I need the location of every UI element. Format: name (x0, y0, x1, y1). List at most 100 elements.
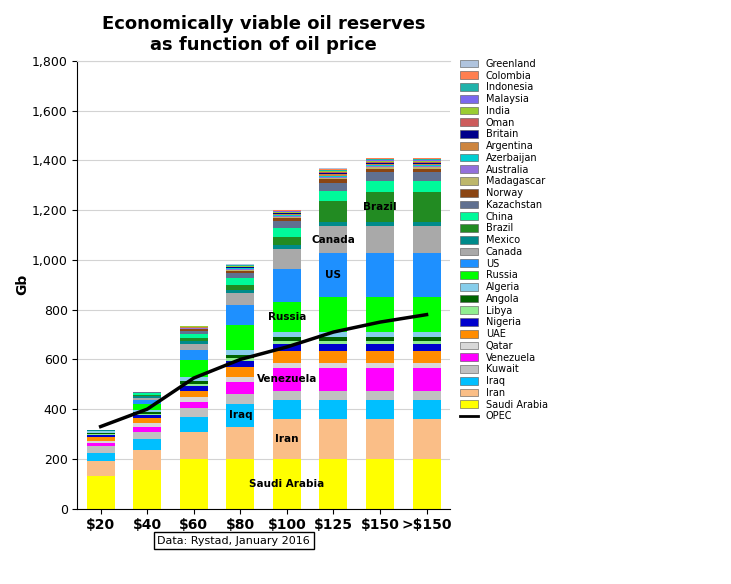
Bar (87, 433, 115, 434)
Bar (366, 391, 394, 401)
Text: Data: Rystad, January 2016: Data: Rystad, January 2016 (157, 536, 310, 545)
Bar (366, 459, 394, 509)
Bar (412, 337, 441, 340)
Bar (180, 416, 208, 432)
Bar (87, 437, 115, 440)
Bar (366, 165, 394, 166)
Bar (319, 340, 347, 345)
OPEC (96, 423, 105, 430)
Bar (412, 297, 441, 332)
Bar (133, 400, 161, 404)
Bar (412, 163, 441, 164)
Bar (273, 237, 301, 245)
Bar (180, 384, 208, 386)
Bar (273, 459, 301, 509)
Bar (319, 345, 347, 351)
Bar (87, 432, 115, 433)
Bar (412, 159, 441, 160)
Bar (227, 267, 254, 269)
Bar (319, 176, 347, 177)
Bar (319, 168, 347, 169)
Bar (180, 344, 208, 350)
Bar (319, 337, 347, 340)
Bar (133, 418, 161, 423)
Bar (366, 337, 394, 340)
Bar (227, 270, 254, 271)
Bar (319, 368, 347, 391)
Bar (273, 302, 301, 332)
Bar (133, 432, 161, 439)
Bar (412, 164, 441, 165)
Bar (273, 218, 301, 221)
Bar (227, 426, 254, 459)
Bar (87, 430, 115, 432)
Bar (366, 160, 394, 161)
Bar (227, 404, 254, 426)
Bar (273, 213, 301, 214)
Bar (412, 192, 441, 222)
Bar (87, 453, 115, 461)
Bar (273, 269, 301, 302)
Bar (412, 162, 441, 163)
Bar (180, 350, 208, 360)
Bar (133, 439, 161, 450)
Title: Economically viable oil reserves
as function of oil price: Economically viable oil reserves as func… (102, 15, 425, 54)
Bar (366, 401, 394, 419)
Bar (87, 440, 115, 443)
Bar (412, 161, 441, 162)
Text: US: US (325, 270, 341, 280)
Bar (227, 382, 254, 394)
Bar (273, 368, 301, 391)
Bar (412, 222, 441, 226)
Text: Russia: Russia (268, 312, 306, 322)
Bar (319, 183, 347, 191)
Bar (273, 345, 301, 351)
Bar (133, 394, 161, 395)
Bar (319, 363, 347, 368)
Bar (133, 404, 161, 410)
Bar (180, 360, 208, 377)
Bar (319, 401, 347, 419)
Bar (319, 191, 347, 201)
Bar (412, 401, 441, 419)
Bar (180, 432, 208, 459)
Bar (319, 172, 347, 173)
Bar (180, 341, 208, 344)
Bar (273, 363, 301, 368)
Bar (273, 221, 301, 228)
Bar (180, 408, 208, 416)
Bar (227, 394, 254, 404)
Bar (412, 160, 441, 161)
OPEC (329, 329, 338, 336)
Bar (227, 459, 254, 509)
Bar (319, 351, 347, 363)
Bar (366, 168, 394, 169)
Bar (366, 222, 394, 226)
Bar (319, 201, 347, 222)
Bar (412, 332, 441, 337)
Bar (366, 159, 394, 160)
Bar (180, 377, 208, 381)
Bar (319, 169, 347, 170)
Bar (366, 368, 394, 391)
Bar (180, 331, 208, 334)
Bar (412, 419, 441, 459)
Bar (273, 217, 301, 218)
Bar (412, 158, 441, 159)
Bar (227, 354, 254, 357)
Bar (227, 350, 254, 354)
Bar (412, 172, 441, 181)
Text: Iraq: Iraq (229, 411, 252, 420)
Bar (180, 334, 208, 338)
Text: Canada: Canada (311, 235, 355, 245)
Bar (133, 427, 161, 432)
OPEC (143, 406, 151, 413)
Bar (227, 271, 254, 273)
Bar (412, 165, 441, 166)
Bar (366, 169, 394, 172)
Bar (366, 163, 394, 164)
Bar (412, 181, 441, 192)
Bar (412, 351, 441, 363)
Bar (366, 332, 394, 337)
Bar (227, 273, 254, 279)
